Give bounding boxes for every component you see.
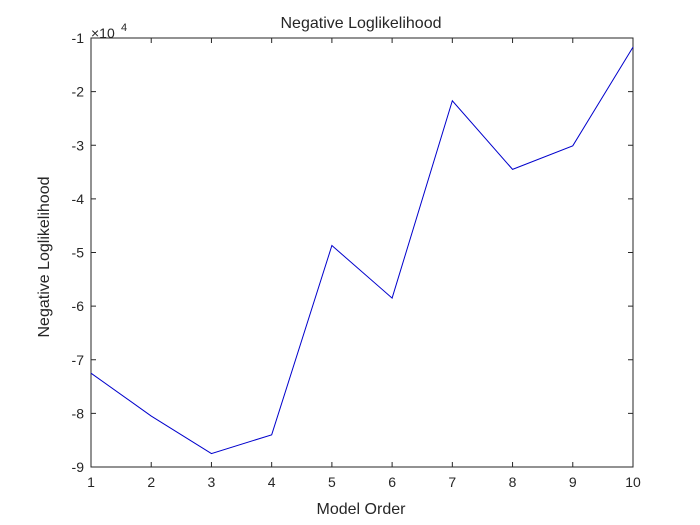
x-tick-label: 3 — [208, 474, 216, 490]
x-tick-label: 6 — [388, 474, 396, 490]
y-tick-label: -2 — [72, 84, 85, 100]
series-line — [90, 46, 634, 455]
y-tick-label: -9 — [72, 459, 85, 475]
y-tick-label: -8 — [72, 405, 85, 421]
plot-axes: 1 2 3 4 5 6 7 8 9 10 -9 -8 -7 -6 -5 -4 -3 -2 -1 — [72, 30, 641, 490]
x-axis-label: Model Order — [317, 501, 407, 518]
y-axis-exponent: ×10 4 — [91, 22, 127, 41]
x-tick-label: 5 — [328, 474, 336, 490]
y-tick-label: -3 — [72, 137, 85, 153]
y-tick-label: -1 — [72, 30, 85, 46]
chart-title: Negative Loglikelihood — [281, 15, 442, 32]
x-tick-label: 4 — [268, 474, 276, 490]
y-tick-label: -7 — [72, 352, 85, 368]
y-tick-label: -6 — [72, 298, 85, 314]
x-tick-label: 8 — [509, 474, 517, 490]
y-axis-label: Negative Loglikelihood — [36, 177, 53, 338]
axes-box — [90, 37, 634, 468]
exponent-multiplier: ×10 — [91, 25, 115, 41]
x-tick-label: 1 — [87, 474, 95, 490]
x-tick-label: 9 — [569, 474, 577, 490]
x-tick-label: 2 — [147, 474, 155, 490]
x-tick-label: 10 — [625, 474, 641, 490]
y-tick-label: -5 — [72, 245, 85, 261]
plot-data-layer — [90, 46, 634, 455]
y-tick-label: -4 — [72, 191, 85, 207]
x-tick-label: 7 — [448, 474, 456, 490]
exponent-power: 4 — [121, 22, 127, 34]
